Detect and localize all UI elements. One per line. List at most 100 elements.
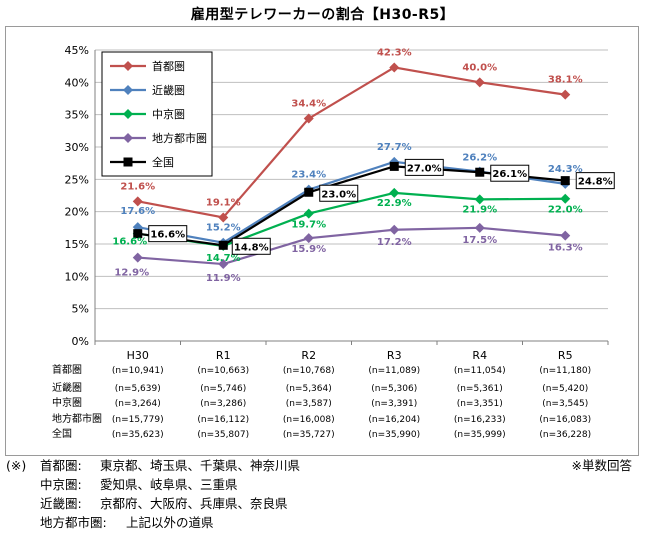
n-value: (n=10,768) [283,366,335,376]
n-row-label: 地方都市圏 [52,412,102,425]
y-tick-label: 5% [72,303,89,316]
x-tick-label: R4 [472,349,487,362]
n-value: (n=5,361) [457,384,503,394]
n-value: (n=35,623) [112,430,164,440]
note-key: 首都圏: [40,458,82,473]
data-label: 17.6% [120,206,155,217]
data-point [389,187,400,198]
data-label: 14.8% [234,242,269,253]
legend-label: 近畿圏 [152,83,185,97]
x-tick-label: R1 [216,349,231,362]
series-line-3 [137,226,566,266]
legend-marker [123,157,133,167]
data-point [474,222,485,233]
n-value: (n=11,180) [539,366,591,376]
legend-marker [123,109,133,119]
data-label: 19.7% [291,220,326,231]
note-row-shutoken: (※) 首都圏: 東京都、埼玉県、千葉県、神奈川県 [6,456,640,475]
data-label: 16.3% [548,243,583,254]
y-tick-label: 20% [65,206,89,219]
note-key: 中京圏: [40,477,82,492]
data-label-box [404,158,444,176]
data-label: 38.1% [548,75,583,86]
y-tick-label: 25% [65,173,89,186]
data-point [218,212,229,223]
data-label: 22.0% [548,205,583,216]
data-point [303,208,314,219]
legend-marker [123,61,133,71]
legend-marker [123,133,133,143]
n-row-label: 中京圏 [52,396,82,409]
data-point [218,259,229,270]
data-point [389,224,400,235]
n-row-label: 首都圏 [52,363,82,376]
data-point [389,62,400,73]
data-point [474,194,485,205]
data-label: 15.2% [206,223,241,234]
n-value: (n=35,727) [283,430,335,440]
note-row-chiho: 地方都市圏: 上記以外の道県 [6,513,640,532]
chart-frame [5,26,639,456]
data-label: 40.0% [462,62,497,73]
y-tick-label: 15% [65,238,89,251]
n-value: (n=10,941) [112,366,164,376]
data-label: 17.2% [377,237,412,248]
n-value: (n=16,233) [454,415,506,425]
note-single-answer: ※単数回答 [571,458,632,473]
n-value: (n=11,054) [454,366,506,376]
data-point [474,77,485,88]
n-value: (n=5,364) [286,384,332,394]
y-tick-label: 40% [65,76,89,89]
data-label: 17.5% [462,235,497,246]
data-label: 42.3% [377,47,412,58]
chart-title: 雇用型テレワーカーの割合【H30-R5】 [190,7,455,23]
n-row-label: 全国 [52,427,72,440]
n-value: (n=35,807) [197,430,249,440]
y-tick-label: 35% [65,109,89,122]
n-value: (n=3,587) [286,399,332,409]
note-key: 近畿圏: [40,496,82,511]
n-value: (n=35,999) [454,430,506,440]
x-tick-label: R2 [301,349,316,362]
note-row-kinki: 近畿圏: 京都府、大阪府、兵庫県、奈良県 [6,494,640,513]
n-value: (n=36,228) [539,430,591,440]
data-point [475,167,485,177]
data-label: 24.3% [548,164,583,175]
legend-label: 全国 [152,155,174,169]
data-label-box [490,164,530,182]
n-row-label: 近畿圏 [52,381,82,394]
data-label: 21.6% [120,181,155,192]
n-value: (n=16,008) [283,415,335,425]
data-point [560,193,571,204]
data-point [218,240,228,250]
y-tick-label: 10% [65,270,89,283]
data-label: 26.1% [492,169,527,180]
y-tick-label: 45% [65,44,89,57]
data-label-box [319,184,359,202]
note-row-chukyo: 中京圏: 愛知県、岐阜県、三重県 [6,475,640,494]
data-label: 11.9% [206,273,241,284]
n-value: (n=5,306) [371,384,417,394]
n-value: (n=5,746) [200,384,246,394]
y-tick-label: 0% [72,335,89,348]
note-value: 上記以外の道県 [126,515,214,530]
x-tick-label: R3 [387,349,402,362]
x-tick-label: H30 [127,349,149,362]
series-line-0 [137,66,566,219]
data-label: 24.8% [578,177,613,188]
note-key: 地方都市圏: [40,515,107,530]
data-label-box [231,237,271,255]
n-value: (n=15,779) [112,415,164,425]
y-tick-label: 30% [65,141,89,154]
n-value: (n=3,545) [542,399,588,409]
line-chart: 0% 5% 10% 15% 20% 25% 30% 35% 40% 45% H30 R1 R2 R3 R4 R… [52,44,615,440]
data-point [304,187,314,197]
data-label-box [148,225,188,243]
data-label: 34.4% [291,99,326,110]
data-point [303,113,314,124]
data-label: 23.0% [321,189,356,200]
legend-label: 地方都市圏 [152,131,207,145]
note-value: 愛知県、岐阜県、三重県 [100,477,238,492]
data-point [389,161,399,171]
data-point [560,89,571,100]
